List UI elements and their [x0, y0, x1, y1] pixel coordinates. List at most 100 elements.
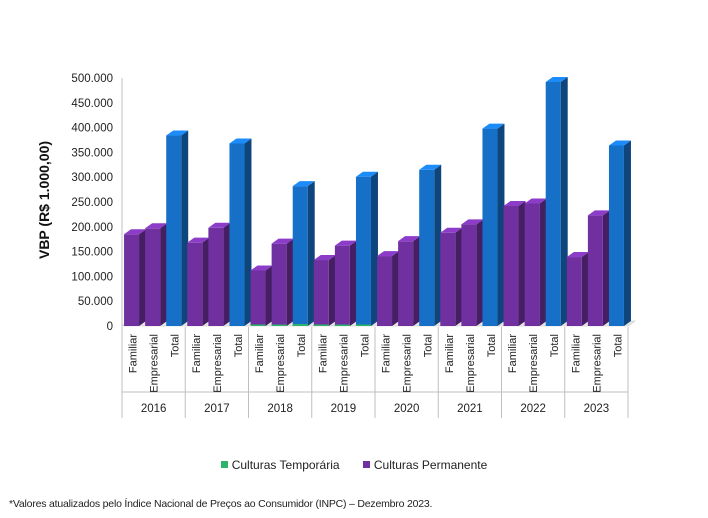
x-category-label: Empresarial: [402, 334, 414, 393]
bar-top: [524, 198, 547, 204]
x-category-label: Total: [549, 334, 561, 357]
bar-side: [370, 171, 378, 326]
x-year-label: 2018: [267, 403, 293, 415]
bar-top: [313, 255, 336, 261]
y-axis-label: VBP (R$ 1.000,00): [36, 141, 52, 259]
bars-group: [124, 76, 631, 326]
bar-top: [271, 238, 294, 244]
bar-side: [139, 229, 147, 326]
bar-total: [419, 164, 442, 326]
bar-side: [497, 123, 505, 326]
x-category-label: Familiar: [381, 334, 393, 373]
y-tick-label: 500.000: [71, 73, 113, 85]
bar-top: [440, 227, 463, 233]
x-category-label: Total: [612, 334, 624, 357]
bar-top: [419, 164, 442, 170]
bar-top: [124, 229, 147, 235]
bar-side: [286, 238, 294, 326]
y-tick-label: 250.000: [71, 197, 113, 209]
y-tick-label: 200.000: [71, 222, 113, 234]
legend-item-permanente: Culturas Permanente: [362, 458, 487, 472]
bar-empresarial: [587, 210, 610, 326]
bar-top: [608, 140, 631, 146]
x-category-label: Familiar: [507, 334, 519, 373]
bar-empresarial: [398, 236, 421, 326]
bar-total: [166, 130, 189, 326]
bar-empresarial: [334, 240, 357, 326]
bar-top: [355, 171, 378, 177]
x-category-label: Familiar: [128, 334, 140, 373]
y-tick-label: 300.000: [71, 172, 113, 184]
x-category-label: Total: [233, 334, 245, 357]
bar-side: [265, 265, 273, 326]
bar-familiar: [440, 227, 463, 326]
y-tick-label: 150.000: [71, 247, 113, 259]
x-category-label: Total: [423, 334, 435, 357]
bar-temporaria-segment: [313, 324, 329, 326]
y-tick-label: 400.000: [71, 123, 113, 135]
bar-top: [377, 251, 400, 257]
bar-front: [208, 227, 224, 326]
bar-side: [623, 140, 631, 326]
bar-temporaria-segment: [334, 324, 350, 326]
bar-front: [124, 234, 140, 326]
bar-empresarial: [461, 219, 484, 326]
bar-side: [518, 200, 526, 326]
bar-familiar: [250, 265, 273, 326]
bar-side: [413, 236, 421, 326]
bar-top: [208, 222, 231, 228]
bar-temporaria-segment: [250, 324, 266, 326]
bar-front: [482, 128, 498, 326]
x-category-label: Empresarial: [338, 334, 350, 393]
bar-front: [608, 145, 624, 326]
x-category-label: Familiar: [317, 334, 329, 373]
y-tick-label: 50.000: [78, 296, 113, 308]
bar-front: [398, 241, 414, 326]
bar-total: [355, 171, 378, 326]
x-year-label: 2017: [204, 403, 230, 415]
bar-side: [581, 252, 589, 326]
bar-top: [566, 252, 589, 258]
bar-front: [461, 224, 477, 326]
bar-empresarial: [271, 238, 294, 326]
bar-top: [334, 240, 357, 246]
x-category-label: Total: [170, 334, 182, 357]
x-year-label: 2021: [457, 403, 483, 415]
bar-front: [229, 143, 245, 326]
bar-familiar: [377, 251, 400, 326]
bar-top: [166, 130, 189, 136]
bar-total: [545, 76, 568, 326]
bar-front: [250, 270, 266, 326]
bar-familiar: [566, 252, 589, 326]
bar-front: [419, 169, 435, 326]
legend: Culturas Temporária Culturas Permanente: [0, 458, 708, 472]
x-year-label: 2022: [520, 403, 546, 415]
x-year-label: 2016: [141, 403, 167, 415]
bar-side: [455, 227, 463, 326]
bar-front: [566, 257, 582, 326]
bar-familiar: [187, 237, 210, 326]
x-category-label: Empresarial: [212, 334, 224, 393]
bar-top: [503, 200, 526, 206]
x-category-label: Familiar: [254, 334, 266, 373]
bar-side: [244, 138, 252, 326]
bar-front: [187, 242, 203, 326]
x-category-label: Total: [359, 334, 371, 357]
footnote: *Valores atualizados pelo Índice Naciona…: [9, 498, 433, 510]
x-category-label: Empresarial: [465, 334, 477, 393]
bar-familiar: [503, 200, 526, 326]
x-year-label: 2019: [331, 403, 357, 415]
bar-empresarial: [208, 222, 231, 326]
bar-side: [349, 240, 357, 326]
bar-top: [250, 265, 273, 271]
x-category-label: Total: [486, 334, 498, 357]
labels-group: 0 50.000 100.000 150.000 200.000 250.000 300.0…: [71, 73, 624, 415]
bar-front: [334, 245, 350, 326]
legend-label-temporaria: Culturas Temporária: [231, 458, 340, 472]
bar-top: [292, 181, 315, 187]
legend-swatch-permanente: [362, 461, 370, 469]
x-category-label: Empresarial: [591, 334, 603, 393]
bar-front: [440, 232, 456, 326]
bar-side: [328, 255, 336, 326]
bar-familiar: [124, 229, 147, 326]
